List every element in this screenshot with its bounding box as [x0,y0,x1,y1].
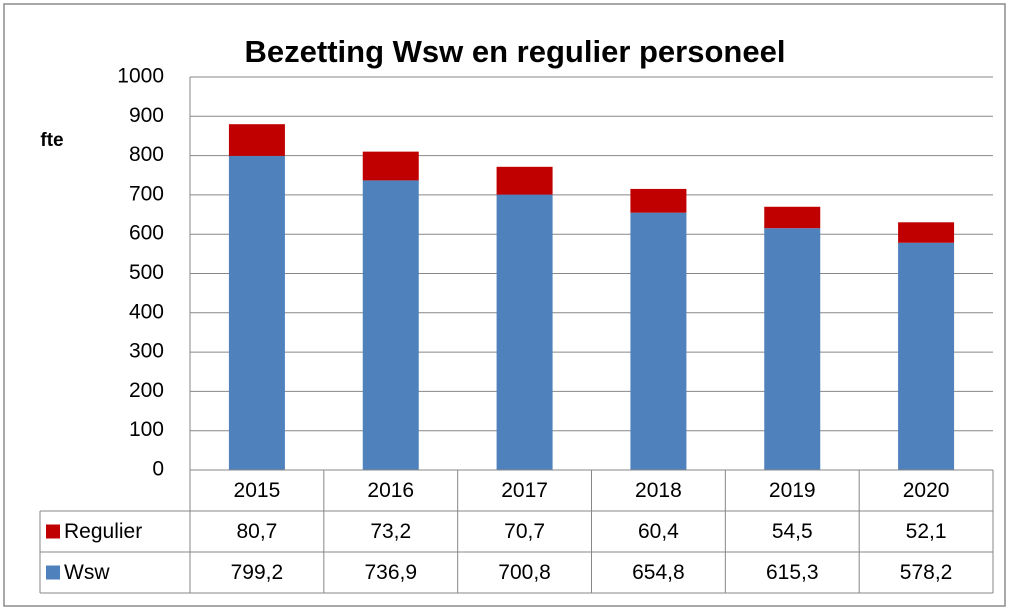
chart-title: Bezetting Wsw en regulier personeel [245,34,786,69]
bar [630,212,687,470]
data-label: 54,5 [772,520,813,543]
y-tick-label: 200 [129,379,164,402]
legend-label: Wsw [64,561,110,584]
x-tick-label: 2015 [234,479,281,502]
bar [496,166,553,195]
data-label: 70,7 [504,520,545,543]
legend-label: Regulier [64,520,142,543]
y-tick-label: 600 [129,222,164,245]
bar [228,124,285,156]
y-tick-label: 900 [129,104,164,127]
x-tick-label: 2017 [501,479,548,502]
y-tick-label: 1000 [117,65,164,88]
x-tick-label: 2018 [635,479,682,502]
bar [228,155,285,470]
data-label: 73,2 [370,520,411,543]
bar [898,222,955,243]
x-tick-label: 2019 [769,479,816,502]
y-tick-label: 0 [152,458,164,481]
y-tick-label: 300 [129,340,164,363]
data-label: 654,8 [632,561,685,584]
bar [898,242,955,470]
data-label: 700,8 [498,561,551,584]
y-tick-label: 700 [129,182,164,205]
bar [496,194,553,470]
data-label: 52,1 [906,520,947,543]
y-tick-label: 400 [129,300,164,323]
legend-swatch [46,565,60,580]
data-label: 578,2 [900,561,953,584]
x-tick-label: 2016 [367,479,414,502]
bar [764,228,821,470]
data-label: 615,3 [766,561,819,584]
bar [362,151,419,181]
legend-swatch [46,524,60,539]
data-label: 736,9 [364,561,417,584]
y-tick-label: 500 [129,261,164,284]
x-tick-label: 2020 [903,479,950,502]
bar [764,206,821,229]
data-label: 60,4 [638,520,679,543]
bar [630,188,687,213]
data-label: 80,7 [236,520,277,543]
data-label: 799,2 [231,561,284,584]
bar [362,180,419,470]
y-tick-label: 800 [129,143,164,166]
y-tick-label: 100 [129,418,164,441]
y-axis-label: fte [40,130,63,151]
